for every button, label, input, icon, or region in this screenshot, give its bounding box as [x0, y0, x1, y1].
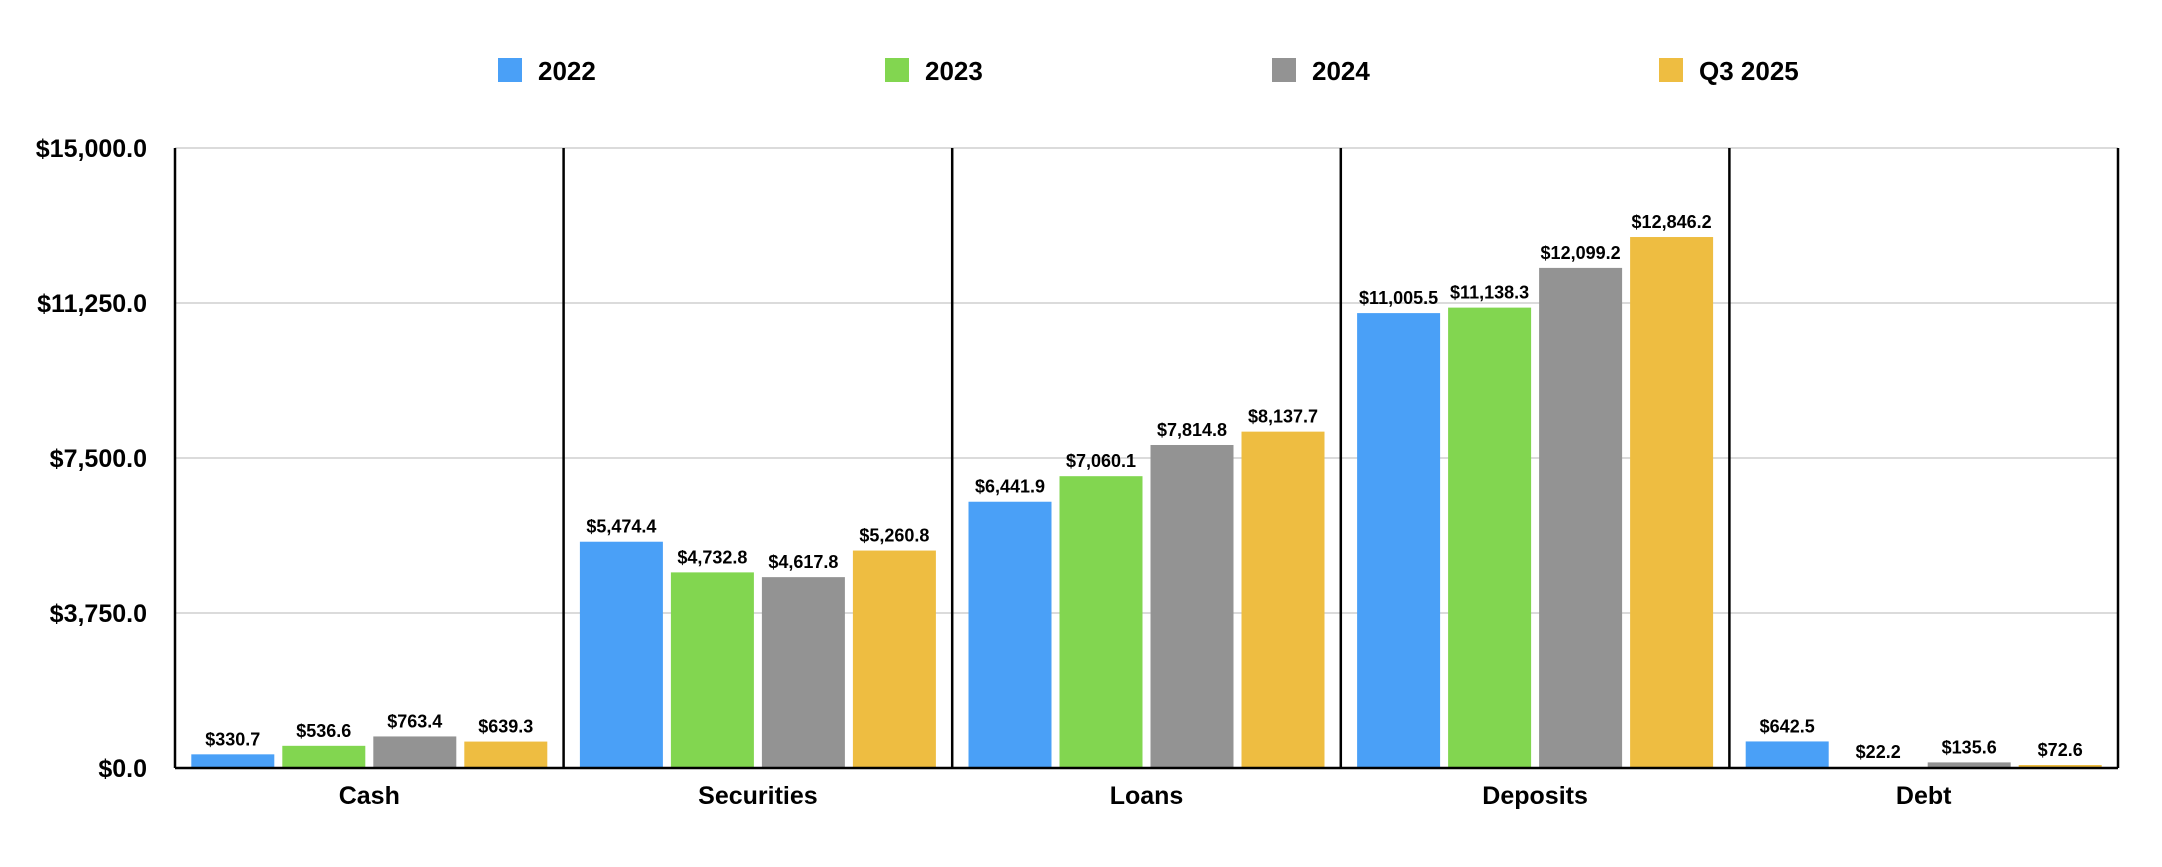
legend: 2022 2023 2024 Q3 2025 [498, 56, 1799, 86]
y-tick-label: $7,500.0 [50, 445, 147, 473]
bar-cash-q3-2025 [464, 741, 548, 768]
data-label: $12,099.2 [1541, 243, 1621, 263]
bar-loans-2023 [1059, 476, 1143, 768]
x-tick-label: Deposits [1482, 782, 1588, 810]
bar-debt-q3-2025 [2018, 764, 2102, 768]
bar-cash-2024 [373, 736, 457, 768]
axes: $0.0 $3,750.0 $7,500.0 $11,250.0 $15,000.0 Ca… [36, 135, 2120, 810]
legend-swatch [1272, 58, 1296, 82]
legend-label: 2022 [538, 56, 596, 86]
legend-swatch [1659, 58, 1683, 82]
y-tick-label: $3,750.0 [50, 600, 147, 628]
bar-securities-2022 [579, 541, 663, 768]
y-tick-label: $0.0 [98, 755, 147, 783]
data-label: $642.5 [1760, 716, 1815, 736]
x-tick-label: Securities [698, 782, 818, 810]
data-label: $12,846.2 [1632, 212, 1712, 232]
bars [191, 237, 2102, 768]
data-label: $11,138.3 [1450, 283, 1529, 303]
bar-securities-2024 [761, 577, 845, 768]
data-label: $11,005.5 [1359, 288, 1438, 308]
bar-deposits-2022 [1357, 313, 1441, 768]
data-label: $763.4 [387, 711, 442, 731]
grid-lines [175, 147, 2118, 614]
data-label: $6,441.9 [975, 477, 1045, 497]
x-tick-label: Debt [1896, 782, 1952, 810]
data-label: $7,814.8 [1157, 420, 1227, 440]
data-label: $4,732.8 [677, 547, 747, 567]
bar-securities-q3-2025 [852, 550, 936, 768]
data-label: $4,617.8 [768, 552, 838, 572]
bar-loans-q3-2025 [1241, 431, 1325, 768]
data-label: $72.6 [2038, 740, 2083, 760]
data-label: $5,474.4 [586, 517, 656, 537]
legend-label: 2024 [1312, 56, 1370, 86]
bar-debt-2024 [1927, 762, 2011, 768]
data-label: $536.6 [296, 721, 351, 741]
data-label: $330.7 [205, 729, 260, 749]
bar-deposits-2024 [1539, 267, 1623, 768]
bar-cash-2023 [282, 745, 366, 768]
data-label: $8,137.7 [1248, 407, 1318, 427]
legend-swatch [885, 58, 909, 82]
value-labels: $330.7 $536.6 $763.4 $639.3 $5,474.4 $4,732.8… [205, 212, 2082, 762]
bar-cash-2022 [191, 754, 275, 768]
data-label: $135.6 [1942, 737, 1997, 757]
data-label: $7,060.1 [1066, 451, 1136, 471]
bar-deposits-q3-2025 [1630, 237, 1714, 768]
legend-swatch [498, 58, 522, 82]
y-tick-label: $15,000.0 [36, 135, 147, 163]
legend-label: 2023 [925, 56, 983, 86]
data-label: $22.2 [1856, 742, 1901, 762]
x-tick-label: Loans [1110, 782, 1184, 810]
bar-securities-2023 [670, 572, 754, 768]
y-tick-label: $11,250.0 [37, 290, 147, 318]
legend-label: Q3 2025 [1699, 56, 1799, 86]
bar-loans-2022 [968, 501, 1052, 768]
bar-debt-2022 [1745, 741, 1829, 768]
bar-deposits-2023 [1448, 307, 1532, 768]
x-tick-label: Cash [339, 782, 400, 810]
bar-loans-2024 [1150, 444, 1234, 768]
data-label: $639.3 [478, 717, 533, 737]
data-label: $5,260.8 [859, 526, 929, 546]
